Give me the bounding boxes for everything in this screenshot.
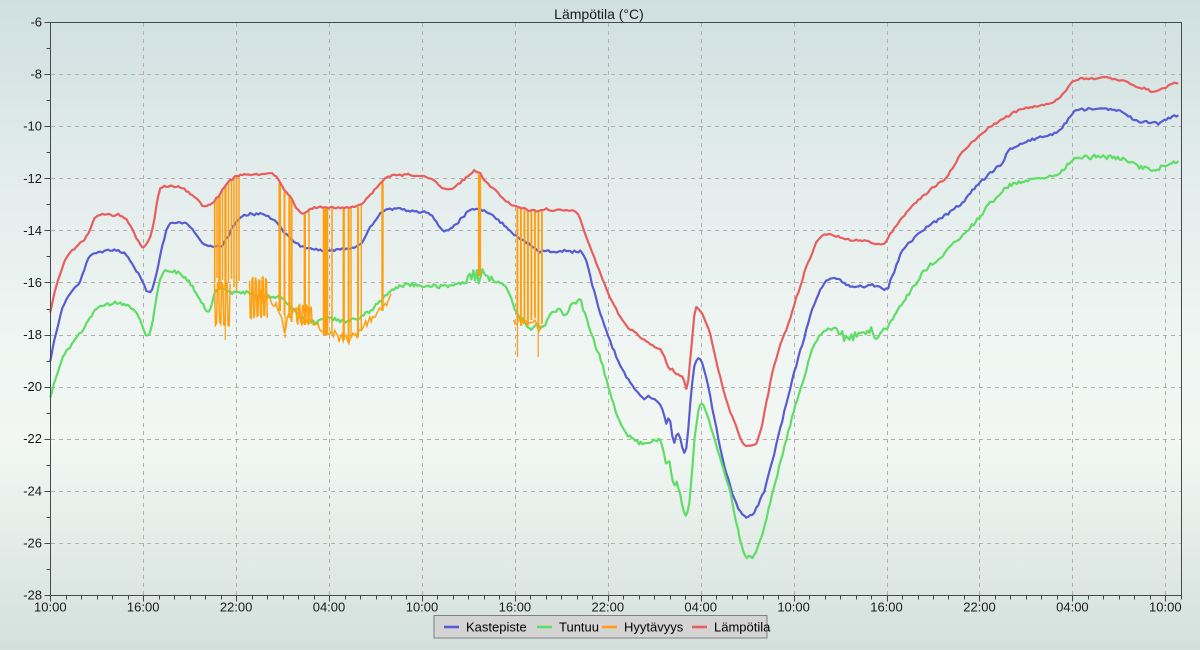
svg-text:10:00: 10:00 [1149, 600, 1182, 615]
svg-text:-16: -16 [23, 275, 42, 290]
svg-text:22:00: 22:00 [592, 600, 625, 615]
svg-text:-12: -12 [23, 171, 42, 186]
svg-text:-18: -18 [23, 327, 42, 342]
svg-text:Lämpötila: Lämpötila [714, 620, 771, 635]
svg-text:-22: -22 [23, 431, 42, 446]
svg-text:-6: -6 [30, 15, 42, 30]
svg-text:-14: -14 [23, 223, 42, 238]
svg-text:-20: -20 [23, 379, 42, 394]
svg-text:-24: -24 [23, 483, 42, 498]
svg-text:22:00: 22:00 [220, 600, 253, 615]
svg-text:Hyytävyys: Hyytävyys [624, 620, 684, 635]
svg-text:10:00: 10:00 [777, 600, 810, 615]
svg-text:-26: -26 [23, 535, 42, 550]
svg-text:22:00: 22:00 [963, 600, 996, 615]
svg-text:16:00: 16:00 [127, 600, 160, 615]
svg-text:10:00: 10:00 [406, 600, 439, 615]
svg-text:Kastepiste: Kastepiste [466, 620, 527, 635]
svg-text:10:00: 10:00 [34, 600, 67, 615]
svg-text:04:00: 04:00 [1056, 600, 1089, 615]
svg-text:04:00: 04:00 [313, 600, 346, 615]
svg-text:16:00: 16:00 [870, 600, 903, 615]
svg-text:-8: -8 [30, 67, 42, 82]
svg-text:Tuntuu: Tuntuu [559, 620, 599, 635]
svg-text:04:00: 04:00 [684, 600, 717, 615]
svg-text:-28: -28 [23, 588, 42, 603]
svg-text:Lämpötila (°C): Lämpötila (°C) [554, 6, 644, 22]
svg-text:-10: -10 [23, 119, 42, 134]
svg-text:16:00: 16:00 [499, 600, 532, 615]
